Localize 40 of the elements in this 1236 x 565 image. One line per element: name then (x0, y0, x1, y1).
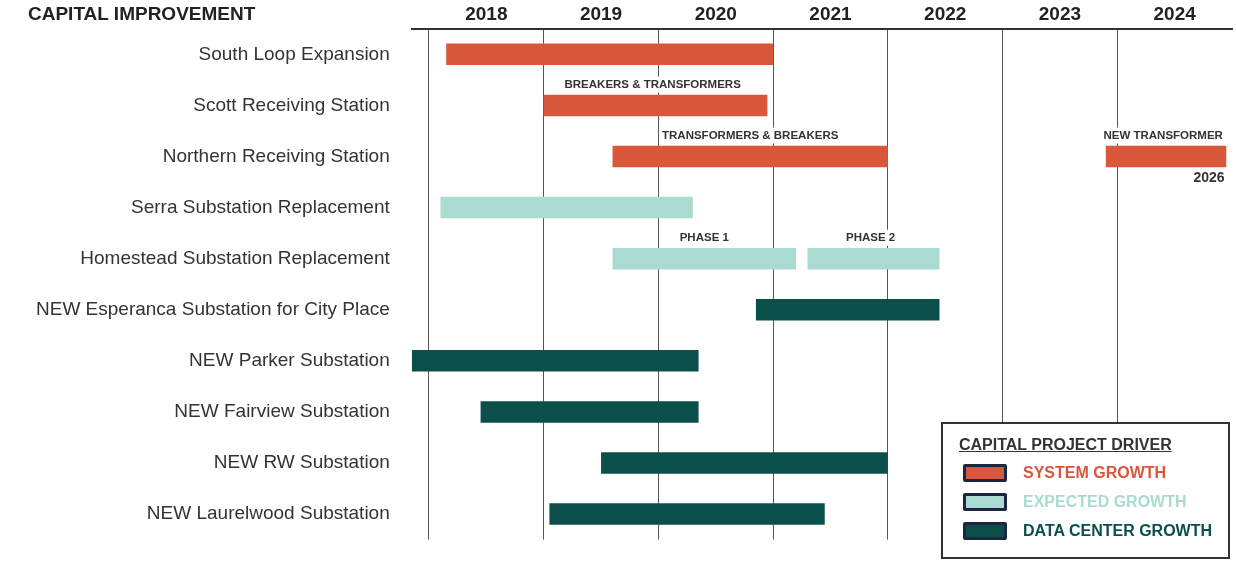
y-tick-label: South Loop Expansion (198, 42, 390, 64)
legend-label: SYSTEM GROWTH (1022, 464, 1167, 482)
bar (411, 350, 699, 372)
legend-label: EXPECTED GROWTH (1022, 493, 1187, 511)
annotation: 2026 (1193, 169, 1225, 186)
y-tick-label: NEW RW Substation (213, 451, 390, 473)
bar (440, 196, 693, 219)
annotation: BREAKERS & TRANSFORMERS (564, 77, 742, 90)
bar (480, 401, 699, 423)
bar (1105, 145, 1227, 168)
annotation: PHASE 1 (679, 230, 730, 243)
x-tick-label: 2023 (1038, 2, 1082, 24)
y-axis-title: CAPITAL IMPROVEMENT (28, 2, 256, 24)
y-tick-label: NEW Esperanca Substation for City Place (36, 297, 390, 319)
bar (612, 247, 797, 270)
bar (601, 452, 888, 474)
legend-title: CAPITAL PROJECT DRIVER (958, 436, 1173, 454)
bar (549, 503, 825, 525)
annotation: NEW TRANSFORMER (1103, 128, 1224, 141)
x-tick-label: 2021 (809, 2, 853, 24)
bar (543, 94, 768, 117)
bar (807, 247, 940, 270)
annotation: PHASE 2 (846, 230, 896, 243)
x-tick-label: 2020 (694, 2, 737, 24)
x-tick-label: 2022 (924, 2, 967, 24)
legend-label: DATA CENTER GROWTH (1022, 522, 1212, 540)
x-tick-label: 2018 (465, 2, 508, 24)
y-tick-label: Serra Substation Replacement (131, 195, 391, 217)
y-tick-label: Northern Receiving Station (162, 144, 390, 166)
y-tick-label: Scott Receiving Station (193, 93, 390, 115)
y-tick-label: Homestead Substation Replacement (80, 246, 391, 268)
y-tick-label: NEW Fairview Substation (174, 400, 390, 422)
x-tick-label: 2019 (579, 2, 623, 24)
x-tick-label: 2024 (1153, 2, 1197, 24)
y-tick-label: NEW Parker Substation (189, 349, 390, 371)
bar (755, 299, 940, 321)
y-tick-label: NEW Laurelwood Substation (146, 502, 390, 524)
annotation: TRANSFORMERS & BREAKERS (662, 128, 839, 141)
bar (612, 145, 888, 168)
bar (446, 43, 774, 66)
